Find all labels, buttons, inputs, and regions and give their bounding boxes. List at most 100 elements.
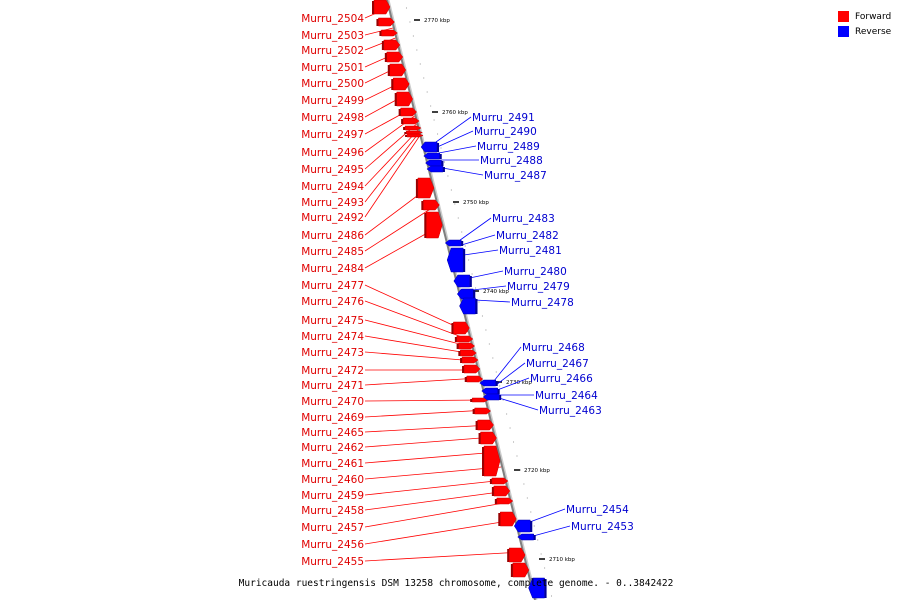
legend-reverse: Reverse [838, 24, 891, 39]
gene-label-murru-2475: Murru_2475 [301, 315, 364, 327]
reverse-gene-shade [533, 535, 536, 540]
gene-connector [474, 299, 511, 303]
legend-forward-label: Forward [855, 11, 892, 22]
gene-connector [438, 145, 477, 154]
gene-label-murru-2478: Murru_2478 [511, 297, 574, 309]
forward-gene-shade [421, 201, 424, 210]
reverse-gene-feature [426, 165, 444, 173]
gene-label-murru-2502: Murru_2502 [301, 45, 364, 57]
gene-connector [364, 409, 488, 418]
forward-gene-feature [381, 29, 398, 37]
reverse-gene-shade [441, 161, 444, 166]
gene-connector [364, 519, 515, 545]
gene-connector [364, 319, 472, 348]
gene-connector [461, 234, 496, 246]
forward-gene-feature [453, 321, 470, 335]
gene-label-murru-2453: Murru_2453 [571, 521, 634, 533]
reverse-gene-shade [473, 290, 476, 299]
forward-gene-shade [510, 564, 513, 577]
forward-gene-shade [462, 366, 465, 373]
reverse-gene-shade [475, 299, 478, 314]
gene-label-murru-2486: Murru_2486 [301, 230, 364, 242]
reverse-gene-shade [495, 381, 498, 386]
gene-label-murru-2458: Murru_2458 [301, 505, 364, 517]
gene-connector [364, 377, 480, 386]
gene-label-murru-2484: Murru_2484 [301, 263, 364, 275]
forward-gene-shade [470, 399, 473, 402]
forward-gene-feature [404, 125, 422, 131]
reverse-gene-feature [453, 274, 471, 288]
forward-gene-shade [454, 337, 457, 342]
gene-connector [364, 204, 437, 252]
gene-connector [364, 436, 494, 448]
gene-label-murru-2477: Murru_2477 [301, 280, 364, 292]
gene-label-murru-2461: Murru_2461 [301, 458, 364, 470]
forward-gene-shade [458, 351, 461, 356]
gene-connector [364, 132, 420, 203]
gene-label-murru-2470: Murru_2470 [301, 396, 364, 408]
scale-label: 2710 kbp [549, 557, 575, 563]
reverse-gene-feature [459, 297, 476, 315]
gene-connector [442, 167, 484, 176]
gene-label-murru-2454: Murru_2454 [566, 504, 629, 516]
forward-gene-feature [383, 39, 401, 51]
forward-gene-shade [384, 53, 387, 62]
gene-label-murru-2473: Murru_2473 [301, 347, 364, 359]
gene-label-murru-2466: Murru_2466 [530, 373, 593, 385]
gene-connector [364, 129, 419, 187]
forward-gene-feature [456, 335, 474, 343]
gene-label-murru-2481: Murru_2481 [499, 245, 562, 257]
gene-label-murru-2457: Murru_2457 [301, 522, 364, 534]
gene-label-murru-2467: Murru_2467 [526, 358, 589, 370]
gene-label-murru-2469: Murru_2469 [301, 412, 364, 424]
forward-gene-shade [472, 409, 475, 414]
reverse-gene-shade [442, 167, 445, 172]
gene-label-murru-2493: Murru_2493 [301, 197, 364, 209]
gene-label-murru-2492: Murru_2492 [301, 212, 364, 224]
gene-connector [364, 135, 420, 218]
reverse-gene-feature [479, 379, 496, 387]
forward-gene-shade [405, 135, 408, 137]
reverse-gene-shade [469, 276, 472, 287]
reverse-gene-feature [446, 247, 464, 273]
gene-label-murru-2497: Murru_2497 [301, 129, 364, 141]
gene-connector [463, 249, 499, 256]
gene-label-murru-2499: Murru_2499 [301, 95, 364, 107]
forward-gene-shade [379, 31, 382, 36]
forward-gene-shade [489, 479, 492, 484]
gene-label-murru-2468: Murru_2468 [522, 342, 585, 354]
forward-gene-shade [376, 19, 379, 26]
scale-label: 2770 kbp [424, 18, 450, 24]
gene-connector [364, 284, 469, 333]
gene-label-murru-2480: Murru_2480 [504, 266, 567, 278]
forward-gene-feature [466, 375, 484, 383]
forward-gene-feature [491, 477, 509, 485]
gene-label-murru-2495: Murru_2495 [301, 164, 364, 176]
gene-label-murru-2472: Murru_2472 [301, 365, 364, 377]
reverse-gene-shade [497, 389, 500, 394]
forward-gene-shade [381, 41, 384, 50]
gene-label-murru-2463: Murru_2463 [539, 405, 602, 417]
scale-label: 2750 kbp [463, 200, 489, 206]
gene-connector [364, 466, 502, 480]
forward-gene-shade [398, 109, 401, 116]
forward-gene-shade [456, 344, 459, 349]
reverse-gene-shade [530, 521, 533, 532]
gene-connector [469, 270, 504, 279]
gene-label-murru-2460: Murru_2460 [301, 474, 364, 486]
gene-connector [364, 351, 476, 362]
genome-caption: Muricauda ruestringensis DSM 13258 chrom… [238, 578, 674, 589]
gene-label-murru-2496: Murru_2496 [301, 147, 364, 159]
scale-label: 2740 kbp [483, 289, 509, 295]
gene-connector [437, 130, 474, 148]
legend-forward: Forward [838, 9, 891, 24]
gene-connector [364, 551, 523, 562]
gene-label-murru-2474: Murru_2474 [301, 331, 364, 343]
forward-gene-shade [478, 433, 481, 444]
forward-gene-shade [460, 358, 463, 363]
gene-label-murru-2503: Murru_2503 [301, 30, 364, 42]
forward-gene-shade [424, 213, 427, 238]
forward-gene-shade [494, 499, 497, 504]
gene-label-murru-2488: Murru_2488 [480, 155, 543, 167]
